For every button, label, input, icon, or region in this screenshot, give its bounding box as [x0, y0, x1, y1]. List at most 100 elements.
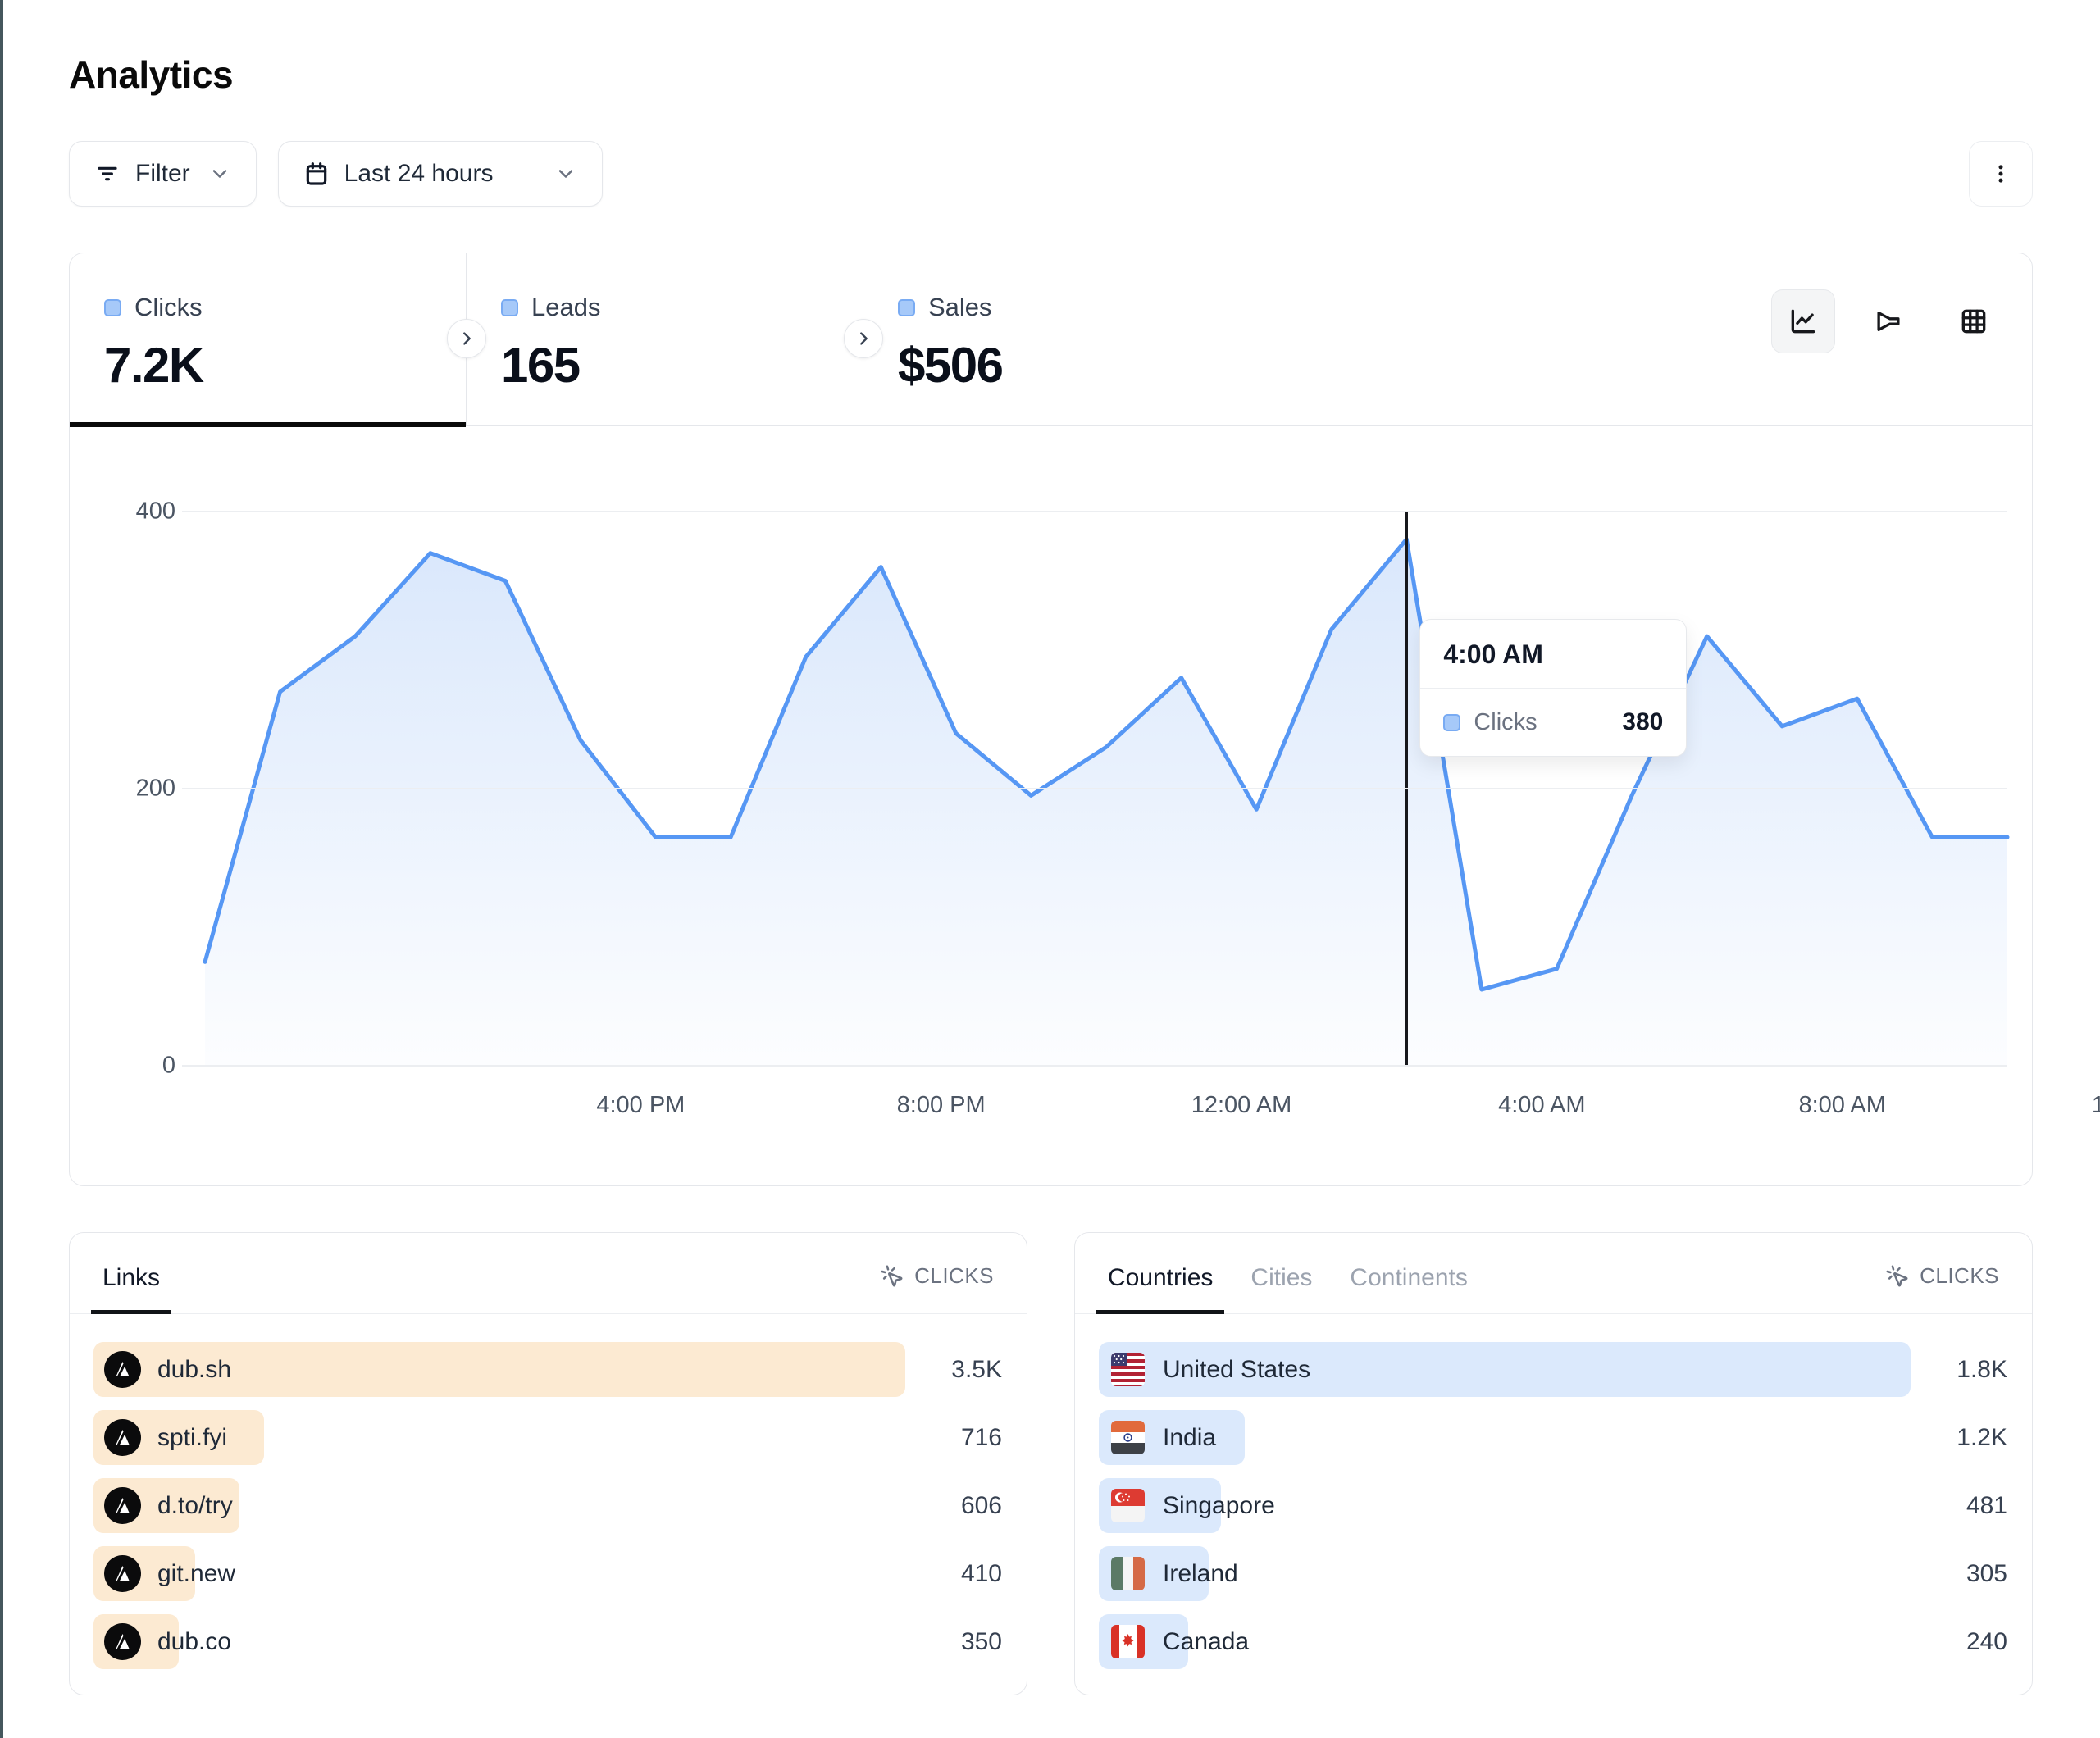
- funnel-chart-button[interactable]: [1856, 289, 1920, 353]
- table-grid-icon: [1961, 309, 1986, 334]
- kebab-menu-icon: [1988, 162, 2013, 186]
- list-item[interactable]: India 1.2K: [1099, 1410, 2007, 1465]
- flag-in: [1109, 1419, 1146, 1456]
- row-value: 350: [960, 1627, 1002, 1655]
- filter-icon: [94, 161, 121, 187]
- tab-clicks-label: Clicks: [134, 293, 203, 321]
- clicks-chart: 4:00 AM Clicks 380 0 200 400 4:00 PM 8:00 P…: [70, 426, 2100, 1185]
- row-value: 410: [960, 1559, 1002, 1587]
- tab-countries[interactable]: Countries: [1096, 1264, 1225, 1314]
- flag-ca: [1109, 1623, 1146, 1660]
- filter-button[interactable]: Filter: [69, 141, 257, 207]
- chevron-down-icon: [554, 162, 577, 185]
- gridline-y-400: [182, 511, 2007, 512]
- chart-line: [203, 537, 2010, 992]
- filter-button-label: Filter: [135, 160, 190, 187]
- row-value: 305: [1966, 1559, 2007, 1587]
- sales-legend-square: [898, 298, 915, 316]
- x-axis-label: 8:00 AM: [1798, 1092, 1886, 1118]
- tab-continents[interactable]: Continents: [1350, 1264, 1468, 1291]
- table-view-button[interactable]: [1942, 289, 2006, 353]
- links-card: Links CLICKS dub.sh: [69, 1232, 1027, 1695]
- tab-leads[interactable]: Leads 165: [467, 253, 863, 425]
- chart-plot-area[interactable]: 4:00 AM Clicks 380 0 200 400: [136, 498, 2010, 1079]
- countries-list: United States 1.8K India 1.2K Singapore …: [1075, 1314, 2032, 1669]
- row-label: Ireland: [1163, 1559, 1238, 1587]
- dub-logo: [104, 1351, 141, 1388]
- tab-clicks-value: 7.2K: [104, 338, 204, 393]
- row-value: 1.8K: [1957, 1355, 2007, 1383]
- more-options-button[interactable]: [1969, 141, 2033, 207]
- countries-metric-label: CLICKS: [1920, 1263, 1999, 1288]
- row-label: Singapore: [1163, 1491, 1275, 1519]
- leads-legend-square: [501, 298, 518, 316]
- row-label: United States: [1163, 1355, 1311, 1383]
- countries-metric-selector[interactable]: CLICKS: [1885, 1263, 1999, 1313]
- chevron-right-icon: [463, 332, 471, 345]
- links-metric-selector[interactable]: CLICKS: [880, 1263, 994, 1313]
- line-chart-button[interactable]: [1771, 289, 1835, 353]
- next-metric-button[interactable]: [844, 319, 883, 358]
- date-range-button[interactable]: Last 24 hours: [277, 141, 603, 207]
- tooltip-legend-square: [1443, 713, 1461, 731]
- row-value: 3.5K: [951, 1355, 1002, 1383]
- cursor-click-icon: [1885, 1264, 1910, 1289]
- chart-area-fill: [205, 539, 2007, 1066]
- tab-cities[interactable]: Cities: [1250, 1264, 1313, 1291]
- analytics-card: Clicks 7.2K Leads 165: [69, 253, 2100, 1186]
- list-item[interactable]: Singapore 481: [1099, 1478, 2007, 1533]
- list-item[interactable]: d.to/try 606: [93, 1478, 1002, 1533]
- row-label: d.to/try: [157, 1491, 233, 1519]
- stats-tabs: Clicks 7.2K Leads 165: [70, 253, 2032, 427]
- gridline-y-0: [182, 1065, 2007, 1067]
- list-item[interactable]: dub.co 350: [93, 1614, 1002, 1669]
- flag-us: [1109, 1351, 1146, 1388]
- list-item[interactable]: git.new 410: [93, 1546, 1002, 1601]
- chart-tooltip: 4:00 AM Clicks 380: [1419, 619, 1688, 757]
- dub-logo: [104, 1487, 141, 1524]
- row-value: 606: [960, 1491, 1002, 1519]
- x-axis-label: 8:00 PM: [896, 1092, 986, 1118]
- tab-leads-label: Leads: [531, 293, 601, 321]
- tab-sales[interactable]: Sales $506: [863, 253, 2032, 425]
- links-metric-label: CLICKS: [914, 1263, 994, 1288]
- tooltip-value: 380: [1622, 708, 1664, 735]
- tooltip-time: 4:00 AM: [1420, 620, 1687, 689]
- x-axis-label: 12:00 AM: [1191, 1092, 1292, 1118]
- list-item[interactable]: spti.fyi 716: [93, 1410, 1002, 1465]
- next-metric-button[interactable]: [447, 319, 486, 358]
- list-item[interactable]: dub.sh 3.5K: [93, 1342, 1002, 1397]
- row-label: dub.co: [157, 1627, 232, 1655]
- area-chart: [203, 537, 2010, 1066]
- chart-type-toggle: [1771, 289, 2006, 353]
- value-bar: [1099, 1342, 1911, 1397]
- flag-sg: [1109, 1487, 1146, 1524]
- calendar-icon: [303, 161, 330, 187]
- toolbar: Filter Last 24 hours: [69, 141, 2033, 207]
- dub-logo: [104, 1555, 141, 1592]
- page-title: Analytics: [69, 53, 234, 96]
- x-axis-label: 4:00 AM: [1498, 1092, 1586, 1118]
- cursor-click-icon: [880, 1264, 904, 1289]
- tab-clicks[interactable]: Clicks 7.2K: [70, 253, 466, 427]
- row-label: dub.sh: [157, 1355, 232, 1383]
- gridline-y-200: [182, 788, 2007, 789]
- date-range-label: Last 24 hours: [344, 160, 494, 187]
- row-label: Canada: [1163, 1627, 1250, 1655]
- chevron-down-icon: [208, 162, 231, 185]
- list-item[interactable]: United States 1.8K: [1099, 1342, 2007, 1397]
- x-axis-label: 12:00 PM: [2091, 1092, 2100, 1118]
- tab-sales-label: Sales: [928, 293, 992, 321]
- clicks-legend-square: [104, 298, 121, 316]
- tab-links[interactable]: Links: [90, 1264, 172, 1314]
- row-label: India: [1163, 1423, 1217, 1451]
- list-item[interactable]: Ireland 305: [1099, 1546, 2007, 1601]
- list-item[interactable]: Canada 240: [1099, 1614, 2007, 1669]
- chart-x-axis: 4:00 PM 8:00 PM 12:00 AM 4:00 AM 8:00 AM 12:0…: [340, 1066, 2100, 1144]
- tooltip-series-label: Clicks: [1474, 708, 1537, 735]
- y-axis-label: 200: [135, 775, 175, 802]
- flag-ie: [1109, 1555, 1146, 1592]
- analytics-page: Analytics Filter Last 24 hours: [69, 53, 2100, 1695]
- tab-leads-value: 165: [501, 338, 581, 393]
- chevron-right-icon: [860, 332, 868, 345]
